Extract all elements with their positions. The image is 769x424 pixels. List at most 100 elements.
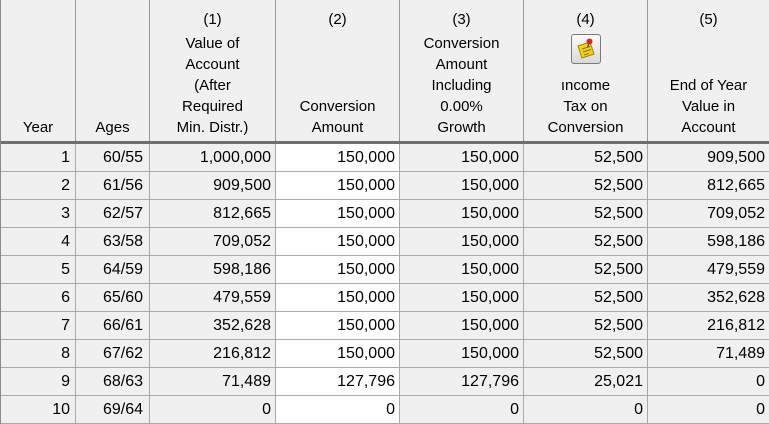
cell-ages: 60/55	[76, 144, 150, 172]
cell-conversion[interactable]: 127,796	[276, 368, 400, 396]
cell-value: 71,489	[150, 368, 276, 396]
header-label-line: Year	[22, 119, 54, 136]
header-end_value: (5) End of Year Value in Account	[648, 0, 769, 141]
cell-conv_growth: 150,000	[400, 144, 524, 172]
header-label-line: Conversion	[423, 35, 500, 52]
cell-ages: 68/63	[76, 368, 150, 396]
cell-ages: 62/57	[76, 200, 150, 228]
header-number: (3)	[452, 11, 471, 28]
cell-value: 0	[150, 396, 276, 424]
cell-year: 1	[1, 144, 76, 172]
cell-conversion[interactable]: 150,000	[276, 144, 400, 172]
table-row: 1 60/55 1,000,000 150,000 150,000 52,500 909,5…	[1, 144, 769, 172]
cell-value: 909,500	[150, 172, 276, 200]
cell-tax: 52,500	[524, 256, 648, 284]
header-label-line: Conversion	[299, 98, 376, 115]
cell-year: 6	[1, 284, 76, 312]
cell-year: 3	[1, 200, 76, 228]
sticky-note-pin-icon	[576, 38, 595, 59]
table-row: 3 62/57 812,665 150,000 150,000 52,500 709,052	[1, 200, 769, 228]
cell-end_value: 479,559	[648, 256, 769, 284]
header-ages: Ages	[76, 0, 150, 141]
cell-ages: 66/61	[76, 312, 150, 340]
cell-year: 2	[1, 172, 76, 200]
cell-tax: 0	[524, 396, 648, 424]
header-label-line: (After	[194, 77, 231, 94]
header-label-line: Account	[681, 119, 736, 136]
table-row: 5 64/59 598,186 150,000 150,000 52,500 479,559	[1, 256, 769, 284]
header-label-line: Growth	[437, 119, 486, 136]
cell-end_value: 0	[648, 368, 769, 396]
header-label-line: Conversion	[547, 119, 624, 136]
header-label-line: Value of	[185, 35, 240, 52]
cell-end_value: 812,665	[648, 172, 769, 200]
table-row: 7 66/61 352,628 150,000 150,000 52,500 216,812	[1, 312, 769, 340]
cell-conversion[interactable]: 150,000	[276, 256, 400, 284]
cell-year: 7	[1, 312, 76, 340]
cell-year: 9	[1, 368, 76, 396]
cell-conversion[interactable]: 0	[276, 396, 400, 424]
header-label-line: Ages	[95, 119, 130, 136]
header-label-line: 0.00%	[440, 98, 483, 115]
cell-conv_growth: 150,000	[400, 228, 524, 256]
cell-conversion[interactable]: 150,000	[276, 228, 400, 256]
cell-value: 709,052	[150, 228, 276, 256]
cell-end_value: 71,489	[648, 340, 769, 368]
header-label-line: End of Year	[669, 77, 748, 94]
cell-conversion[interactable]: 150,000	[276, 200, 400, 228]
cell-tax: 52,500	[524, 144, 648, 172]
cell-end_value: 598,186	[648, 228, 769, 256]
header-number: (5)	[699, 11, 718, 28]
table-row: 4 63/58 709,052 150,000 150,000 52,500 598,186	[1, 228, 769, 256]
header-number: (2)	[328, 11, 347, 28]
cell-end_value: 352,628	[648, 284, 769, 312]
cell-tax: 52,500	[524, 228, 648, 256]
table-row: 6 65/60 479,559 150,000 150,000 52,500 352,628	[1, 284, 769, 312]
cell-conv_growth: 127,796	[400, 368, 524, 396]
cell-value: 352,628	[150, 312, 276, 340]
header-tax: (4) ıncome Tax on Conversion	[524, 0, 648, 141]
cell-tax: 52,500	[524, 200, 648, 228]
table-row: 9 68/63 71,489 127,796 127,796 25,021 0	[1, 368, 769, 396]
cell-value: 598,186	[150, 256, 276, 284]
cell-end_value: 909,500	[648, 144, 769, 172]
cell-conversion[interactable]: 150,000	[276, 172, 400, 200]
cell-ages: 65/60	[76, 284, 150, 312]
cell-ages: 63/58	[76, 228, 150, 256]
header-number: (4)	[576, 11, 595, 28]
header-label-line: Tax on	[563, 98, 608, 115]
cell-value: 479,559	[150, 284, 276, 312]
header-year: Year	[1, 0, 76, 141]
cell-year: 5	[1, 256, 76, 284]
cell-tax: 52,500	[524, 340, 648, 368]
header-label-line: Amount	[311, 119, 364, 136]
cell-conversion[interactable]: 150,000	[276, 312, 400, 340]
cell-conversion[interactable]: 150,000	[276, 284, 400, 312]
cell-conv_growth: 150,000	[400, 312, 524, 340]
cell-ages: 61/56	[76, 172, 150, 200]
header-label-line: Min. Distr.)	[176, 119, 249, 136]
cell-tax: 52,500	[524, 172, 648, 200]
cell-tax: 52,500	[524, 312, 648, 340]
cell-end_value: 709,052	[648, 200, 769, 228]
cell-conv_growth: 150,000	[400, 284, 524, 312]
table-row: 10 69/64 0 0 0 0 0	[1, 396, 769, 424]
cell-conv_growth: 150,000	[400, 340, 524, 368]
header-divider	[1, 141, 769, 144]
cell-value: 812,665	[150, 200, 276, 228]
header-conversion: (2) Conversion Amount	[276, 0, 400, 141]
cell-conversion[interactable]: 150,000	[276, 340, 400, 368]
cell-value: 216,812	[150, 340, 276, 368]
header-value: (1) Value of Account (After Required Min. Dis…	[150, 0, 276, 141]
header-label-line: Value in	[681, 98, 736, 115]
header-number: (1)	[203, 11, 222, 28]
cell-ages: 67/62	[76, 340, 150, 368]
header-label-line: Account	[185, 56, 240, 73]
cell-value: 1,000,000	[150, 144, 276, 172]
cell-tax: 25,021	[524, 368, 648, 396]
header-label-line: ıncome	[560, 77, 611, 94]
note-button[interactable]	[570, 34, 601, 64]
cell-conv_growth: 150,000	[400, 172, 524, 200]
table-row: 2 61/56 909,500 150,000 150,000 52,500 812,665	[1, 172, 769, 200]
